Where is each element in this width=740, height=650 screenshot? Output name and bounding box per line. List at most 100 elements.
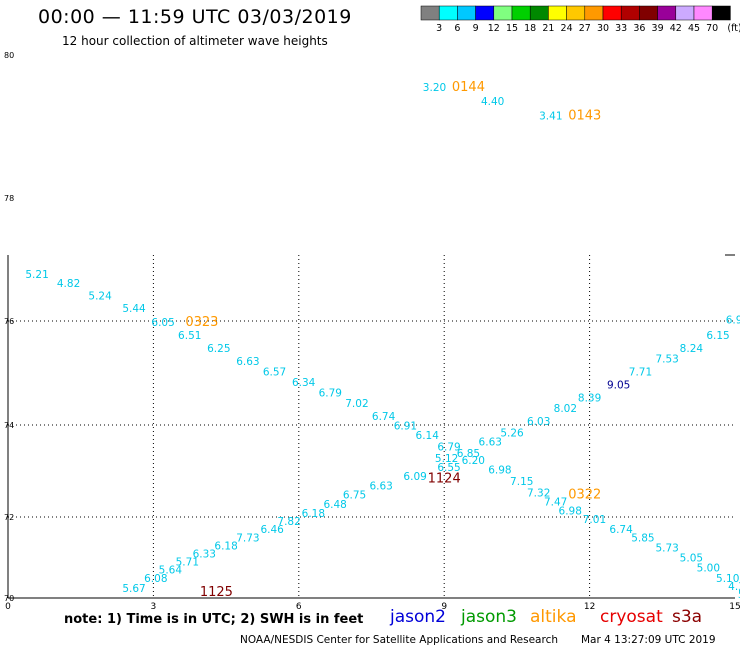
wave-height-label: 5.71 <box>176 557 199 569</box>
wave-height-label: 5.21 <box>25 269 48 281</box>
wave-height-label: 7.15 <box>510 476 533 488</box>
scale-tick-label: 3 <box>436 23 442 34</box>
legend-cryosat: cryosat <box>600 607 663 627</box>
wave-height-label: 6.08 <box>144 573 167 585</box>
wave-height-label: 7.73 <box>236 532 259 544</box>
wave-height-label: 7.32 <box>527 487 550 499</box>
footer-note: note: 1) Time is in UTC; 2) SWH is in fe… <box>64 612 364 627</box>
wave-height-label: 6.03 <box>527 416 550 428</box>
scale-tick-label: 18 <box>524 23 536 34</box>
wave-height-label: 6.63 <box>369 480 392 492</box>
x-tick-label: 12 <box>584 602 595 612</box>
wave-height-label: 6.48 <box>323 499 346 511</box>
wave-height-label: 5.85 <box>631 532 654 544</box>
wave-height-label: 6.18 <box>214 540 237 552</box>
wave-height-label: 6.14 <box>416 430 440 442</box>
wave-height-label: 5.67 <box>122 583 145 595</box>
y-tick-label: 74 <box>4 421 14 430</box>
x-tick-label: 0 <box>5 602 11 612</box>
wave-height-label: 6.15 <box>706 330 729 342</box>
wave-height-label: 5.64 <box>159 565 183 577</box>
wave-height-label: 7.82 <box>277 516 300 528</box>
wave-height-label: 7.02 <box>345 398 368 410</box>
y-tick-label: 78 <box>4 194 14 203</box>
wave-height-label: 4.82 <box>57 278 80 290</box>
scale-tick-label: 45 <box>688 23 700 34</box>
y-tick-label: 72 <box>4 513 14 522</box>
wave-height-label: 6.85 <box>457 448 480 460</box>
x-tick-label: 3 <box>151 602 157 612</box>
wave-height-label: 7.53 <box>655 354 678 366</box>
wave-height-label: 5.26 <box>500 428 524 440</box>
y-tick-label: 70 <box>4 594 14 603</box>
pass-time-label: 0322 <box>568 488 601 503</box>
wave-height-label: 5.00 <box>738 589 740 601</box>
wave-height-label: 6.97 <box>726 315 740 327</box>
scale-unit-label: (ft) <box>727 23 740 34</box>
wave-height-label: 8.39 <box>578 393 601 405</box>
wave-height-label: 6.18 <box>302 508 325 520</box>
wave-height-label: 4.40 <box>481 96 504 108</box>
wave-height-label: 6.25 <box>207 343 230 355</box>
chart-title: 00:00 — 11:59 UTC 03/03/2019 <box>38 6 352 28</box>
wave-height-label: 6.79 <box>437 441 460 453</box>
pass-time-label: 1125 <box>200 585 233 600</box>
scale-tick-label: 33 <box>615 23 627 34</box>
y-tick-label: 76 <box>4 317 14 326</box>
credit-line: NOAA/NESDIS Center for Satellite Applica… <box>240 634 558 646</box>
scale-tick-label: 70 <box>706 23 718 34</box>
wave-height-label: 4.36 <box>728 581 740 593</box>
wave-height-label: 5.12 <box>435 453 458 465</box>
wave-height-label: 6.98 <box>559 506 582 518</box>
wave-height-label: 5.24 <box>88 290 112 302</box>
wave-height-label: 6.55 <box>437 462 460 474</box>
scale-tick-label: 24 <box>561 23 573 34</box>
wave-height-label: 6.91 <box>394 421 417 433</box>
pass-time-label: 1124 <box>428 472 461 487</box>
wave-height-label: 5.05 <box>680 553 703 565</box>
scale-tick-label: 21 <box>542 23 554 34</box>
scale-tick-label: 6 <box>454 23 460 34</box>
wave-height-label: 3.41 <box>539 110 562 122</box>
wave-height-label: 5.73 <box>655 542 678 554</box>
wave-height-label: 6.51 <box>178 330 201 342</box>
scale-tick-label: 42 <box>670 23 682 34</box>
wave-height-label: 5.00 <box>697 563 720 575</box>
wave-height-label: 5.10 <box>716 573 739 585</box>
wave-height-label: 8.24 <box>680 343 704 355</box>
legend-jason2: jason2 <box>390 607 446 627</box>
wave-height-label: 6.20 <box>462 455 485 467</box>
legend-altika: altika <box>530 607 577 627</box>
pass-time-label: 0144 <box>452 80 485 95</box>
legend-s3a: s3a <box>672 607 703 627</box>
wave-height-label: 6.74 <box>372 411 396 423</box>
scale-swatch <box>711 5 731 21</box>
wave-height-label: 6.09 <box>403 471 426 483</box>
wave-height-label: 7.47 <box>544 497 567 509</box>
x-tick-label: 15 <box>729 602 740 612</box>
scale-tick-label: 9 <box>473 23 479 34</box>
scale-tick-label: 12 <box>488 23 500 34</box>
scale-tick-label: 36 <box>633 23 645 34</box>
x-tick-label: 6 <box>296 602 302 612</box>
wave-height-label: 6.63 <box>479 437 502 449</box>
wave-height-label: 7.71 <box>629 367 652 379</box>
wave-height-label: 3.20 <box>423 82 446 94</box>
scale-tick-label: 15 <box>506 23 518 34</box>
legend-jason3: jason3 <box>461 607 517 627</box>
x-tick-label: 9 <box>441 602 447 612</box>
wave-height-label: 6.46 <box>260 524 284 536</box>
wave-height-label: 6.74 <box>609 524 633 536</box>
wave-height-label: 6.34 <box>292 377 316 389</box>
chart-subtitle: 12 hour collection of altimeter wave hei… <box>62 34 328 48</box>
wave-height-label: 8.02 <box>554 403 577 415</box>
scale-tick-label: 27 <box>579 23 591 34</box>
scale-tick-label: 30 <box>597 23 609 34</box>
y-tick-label: 80 <box>4 51 14 60</box>
wave-height-label: 6.63 <box>236 356 259 368</box>
pass-time-label: 0143 <box>568 108 601 123</box>
wave-height-label: 6.98 <box>488 464 511 476</box>
wave-height-label: 7.01 <box>583 514 606 526</box>
